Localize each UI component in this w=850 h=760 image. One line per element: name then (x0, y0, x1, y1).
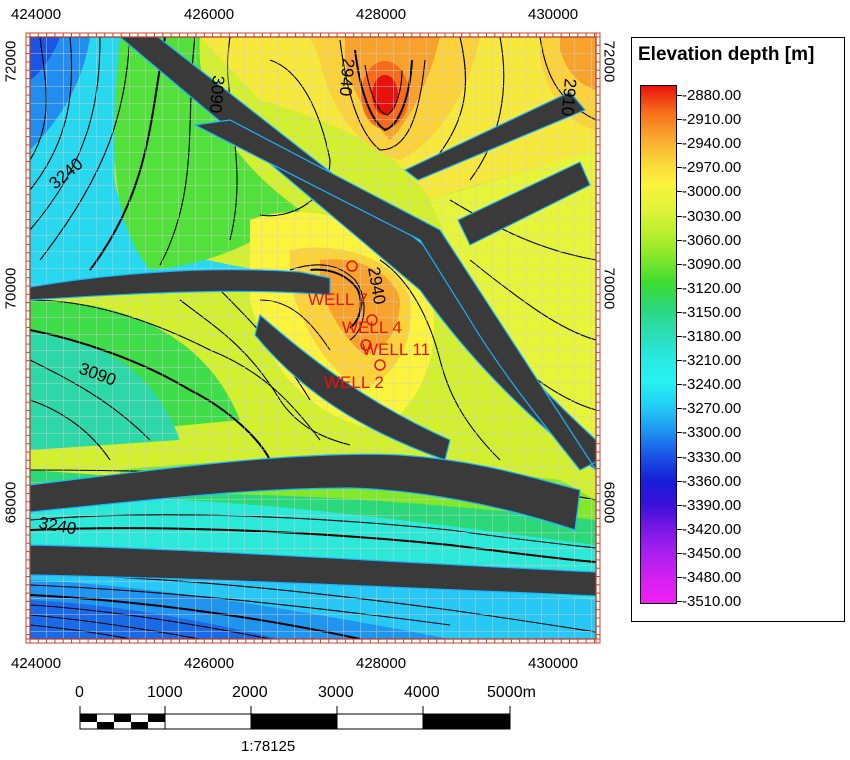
legend-title: Elevation depth [m] (638, 44, 815, 65)
scale-bar (79, 706, 511, 730)
elevation-map: 3090 2940 2910 3240 3090 3240 2940 WELL … (25, 32, 601, 730)
x-tick-top: 430000 (528, 6, 579, 23)
legend-value: -3240.00 (682, 376, 742, 394)
legend-tick (677, 191, 682, 193)
legend: Elevation depth [m] -2880.00 -2910.00 -294… (631, 37, 845, 622)
legend-tick (677, 143, 682, 145)
x-tick-bottom: 428000 (356, 655, 407, 672)
contour-label: 3090 (206, 75, 228, 114)
scale-label: 4000 (404, 684, 440, 701)
legend-value: -3120.00 (682, 279, 742, 297)
x-tick-top: 428000 (356, 6, 407, 23)
legend-value: -3330.00 (682, 448, 742, 466)
legend-tick (677, 577, 682, 578)
legend-value: -3390.00 (682, 496, 742, 514)
y-tick-left: 70000 (2, 267, 20, 310)
legend-value: -3300.00 (682, 424, 742, 442)
color-ramp (640, 85, 677, 604)
fault-polygons (30, 37, 596, 597)
legend-tick (677, 287, 682, 289)
legend-value: -2880.00 (682, 87, 742, 104)
well-symbol (360, 339, 372, 351)
legend-value: -3150.00 (682, 303, 742, 321)
legend-tick (677, 119, 682, 121)
scale-label: 1000 (147, 684, 183, 701)
legend-tick (677, 239, 682, 241)
legend-value: -3000.00 (682, 183, 742, 201)
legend-tick (677, 504, 682, 506)
legend-value: -3060.00 (682, 231, 742, 249)
legend-tick (677, 336, 682, 337)
legend-value: -3180.00 (682, 328, 742, 345)
well-symbol (374, 359, 386, 371)
scale-ratio: 1:78125 (241, 738, 296, 755)
legend-tick (677, 95, 682, 96)
well-label: WELL 4 (342, 318, 402, 337)
legend-tick (677, 360, 682, 362)
y-tick-left: 72000 (2, 40, 20, 83)
legend-tick (677, 456, 682, 458)
legend-value: -2940.00 (682, 135, 742, 153)
scale-label: 5000m (487, 684, 536, 701)
legend-value: -3420.00 (682, 520, 742, 538)
legend-tick (677, 480, 682, 482)
y-tick-left: 68000 (2, 481, 20, 524)
legend-tick (677, 601, 682, 603)
well-label: WELL 11 (362, 340, 430, 359)
y-tick-right: 68000 (600, 481, 618, 524)
scale-label: 0 (75, 684, 84, 701)
contour-label: 2910 (558, 78, 580, 117)
y-tick-right: 72000 (600, 40, 618, 83)
legend-tick (677, 528, 682, 530)
legend-value: -3450.00 (682, 544, 742, 562)
x-tick-bottom: 426000 (184, 655, 235, 672)
legend-tick (677, 263, 682, 265)
legend-tick (677, 432, 682, 434)
scale-label: 2000 (232, 684, 268, 701)
well-symbol (346, 260, 358, 272)
well-markers: WELL 7 WELL 4 WELL 11 WELL 2 (308, 260, 430, 392)
frame-ticks (25, 32, 601, 644)
x-tick-top: 426000 (184, 6, 235, 23)
legend-value: -3480.00 (682, 569, 742, 586)
legend-tick (677, 167, 682, 169)
well-label: WELL 7 (308, 290, 368, 309)
legend-value: -3510.00 (682, 593, 742, 611)
legend-tick (677, 311, 682, 313)
contour-label: 2940 (336, 58, 358, 97)
x-tick-bottom: 430000 (528, 655, 579, 672)
legend-tick (677, 215, 682, 217)
scale-label: 3000 (318, 684, 354, 701)
legend-value: -2970.00 (682, 159, 742, 177)
y-tick-right: 70000 (600, 267, 618, 310)
well-label: WELL 2 (324, 373, 384, 392)
legend-tick (677, 408, 682, 410)
legend-value: -3090.00 (682, 255, 742, 273)
legend-value: -3270.00 (682, 400, 742, 418)
x-tick-top: 424000 (11, 6, 62, 23)
well-symbol (366, 314, 378, 326)
legend-tick (677, 552, 682, 554)
legend-value: -3360.00 (682, 472, 742, 490)
x-tick-bottom: 424000 (11, 655, 62, 672)
legend-value: -2910.00 (682, 111, 742, 129)
legend-value: -3030.00 (682, 207, 742, 225)
legend-value: -3210.00 (682, 352, 742, 370)
legend-tick (677, 384, 682, 386)
